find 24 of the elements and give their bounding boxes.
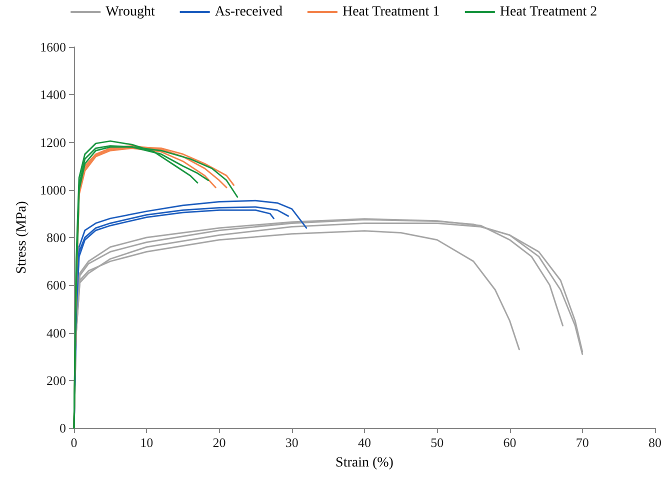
y-tick-label: 600 — [46, 278, 66, 293]
x-tick-label: 80 — [648, 435, 662, 450]
y-tick-label: 800 — [46, 230, 66, 245]
y-tick-label: 1200 — [40, 134, 66, 150]
x-tick-label: 0 — [70, 435, 78, 450]
y-axis-title: Stress (MPa) — [14, 200, 30, 274]
legend-label: Heat Treatment 1 — [342, 4, 440, 20]
y-tick-label: 0 — [60, 420, 66, 436]
legend-label: As-received — [214, 4, 282, 20]
y-tick-label: 1000 — [40, 182, 66, 198]
x-tick-label: 60 — [503, 435, 516, 450]
x-tick-label: 40 — [358, 435, 371, 450]
y-tick-label: 400 — [46, 325, 66, 340]
x-axis-title: Strain (%) — [336, 456, 394, 470]
x-tick-label: 10 — [140, 435, 154, 450]
x-tick-label: 50 — [430, 435, 444, 450]
y-tick-label: 1600 — [40, 40, 66, 54]
legend-label: Heat Treatment 2 — [500, 4, 598, 20]
y-tick-label: 200 — [46, 372, 66, 388]
x-tick-label: 70 — [576, 435, 589, 450]
legend-label: Wrought — [106, 4, 155, 20]
x-tick-label: 30 — [285, 435, 298, 450]
x-tick-label: 20 — [212, 435, 226, 450]
y-tick-label: 1400 — [40, 87, 66, 102]
